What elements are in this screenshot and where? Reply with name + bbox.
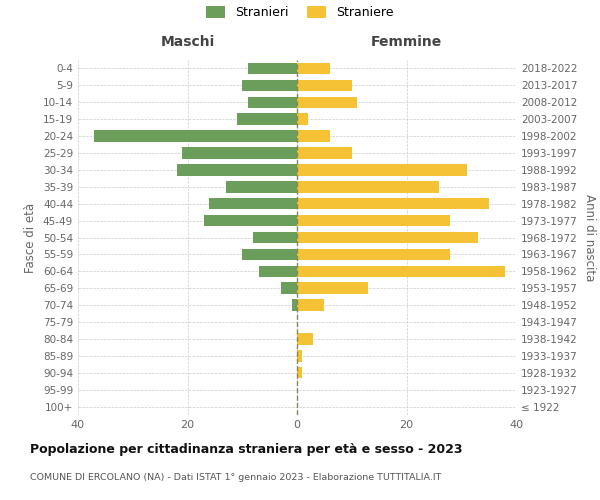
Text: Femmine: Femmine — [371, 36, 442, 50]
Bar — [248, 96, 297, 108]
Bar — [297, 147, 352, 158]
Bar — [297, 114, 308, 125]
Bar — [297, 164, 467, 175]
Bar — [297, 215, 451, 226]
Bar — [226, 181, 297, 192]
Text: Maschi: Maschi — [160, 36, 215, 50]
Bar — [297, 350, 302, 362]
Bar — [297, 266, 505, 277]
Y-axis label: Anni di nascita: Anni di nascita — [583, 194, 596, 281]
Bar — [297, 232, 478, 243]
Bar — [259, 266, 297, 277]
Bar — [297, 130, 330, 142]
Bar — [297, 181, 439, 192]
Bar — [297, 333, 313, 344]
Legend: Stranieri, Straniere: Stranieri, Straniere — [206, 6, 394, 19]
Bar — [94, 130, 297, 142]
Bar — [237, 114, 297, 125]
Bar — [297, 198, 488, 209]
Bar — [297, 62, 330, 74]
Bar — [281, 282, 297, 294]
Bar — [248, 62, 297, 74]
Bar — [297, 96, 357, 108]
Y-axis label: Fasce di età: Fasce di età — [25, 202, 37, 272]
Bar — [176, 164, 297, 175]
Bar — [242, 80, 297, 91]
Bar — [297, 367, 302, 378]
Bar — [204, 215, 297, 226]
Bar — [297, 80, 352, 91]
Bar — [253, 232, 297, 243]
Bar — [292, 300, 297, 311]
Bar — [182, 147, 297, 158]
Bar — [242, 248, 297, 260]
Text: COMUNE DI ERCOLANO (NA) - Dati ISTAT 1° gennaio 2023 - Elaborazione TUTTITALIA.I: COMUNE DI ERCOLANO (NA) - Dati ISTAT 1° … — [30, 472, 442, 482]
Bar — [297, 248, 451, 260]
Bar — [297, 282, 368, 294]
Bar — [297, 300, 325, 311]
Text: Popolazione per cittadinanza straniera per età e sesso - 2023: Popolazione per cittadinanza straniera p… — [30, 442, 463, 456]
Bar — [209, 198, 297, 209]
